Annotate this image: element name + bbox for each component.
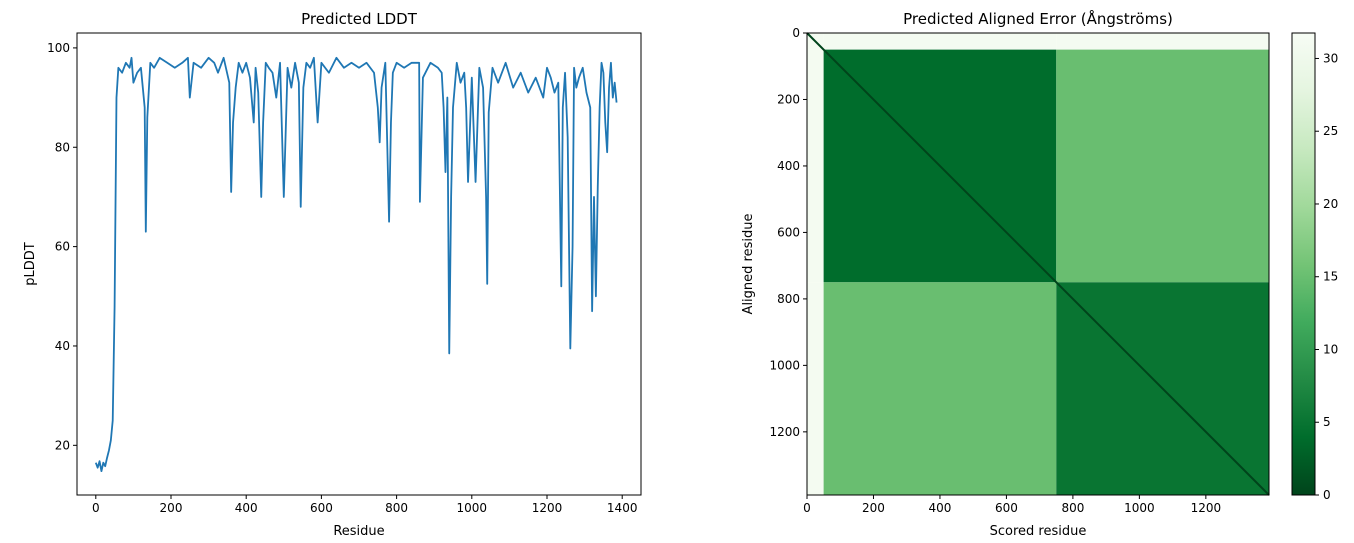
pae-block <box>807 282 824 495</box>
pae-y-tick-label: 200 <box>777 92 800 106</box>
pae-x-axis-label: Scored residue <box>990 524 1087 539</box>
plddt-x-axis-label: Residue <box>333 524 384 539</box>
plddt-y-tick-label: 40 <box>55 339 70 353</box>
pae-chart: Predicted Aligned Error (Ångströms) 0 200… <box>741 9 1338 539</box>
pae-x-ticks: 0 200 400 600 800 1000 1200 <box>803 495 1221 515</box>
plddt-x-ticks: 0 200 400 600 800 1000 1200 1400 <box>92 495 637 515</box>
pae-colorbar-tick-label: 0 <box>1323 488 1331 502</box>
plddt-chart-title: Predicted LDDT <box>301 10 418 28</box>
plddt-series-group <box>94 56 618 473</box>
plddt-y-tick-label: 60 <box>55 240 70 254</box>
pae-colorbar-tick-label: 30 <box>1323 51 1338 65</box>
pae-x-tick-label: 600 <box>995 501 1018 515</box>
pae-x-tick-label: 400 <box>928 501 951 515</box>
pae-chart-title: Predicted Aligned Error (Ångströms) <box>903 9 1173 28</box>
pae-block <box>1056 33 1269 50</box>
pae-y-tick-label: 800 <box>777 292 800 306</box>
pae-x-tick-label: 1200 <box>1191 501 1222 515</box>
plddt-x-tick-label: 1200 <box>532 501 563 515</box>
pae-x-tick-label: 1000 <box>1124 501 1155 515</box>
pae-y-tick-label: 600 <box>777 225 800 239</box>
pae-heatmap <box>806 32 1270 496</box>
pae-colorbar-ticks: 0 5 10 15 20 25 30 <box>1315 51 1338 502</box>
pae-colorbar-tick-label: 25 <box>1323 124 1338 138</box>
pae-colorbar-tick-label: 20 <box>1323 197 1338 211</box>
pae-x-tick-label: 800 <box>1061 501 1084 515</box>
pae-colorbar-tick-label: 5 <box>1323 415 1331 429</box>
pae-y-tick-label: 1000 <box>769 358 800 372</box>
pae-y-tick-label: 400 <box>777 159 800 173</box>
pae-colorbar <box>1291 32 1316 496</box>
pae-y-tick-label: 1200 <box>769 425 800 439</box>
plddt-x-tick-label: 0 <box>92 501 100 515</box>
pae-diagonal <box>806 32 1270 496</box>
plddt-chart: Predicted LDDT 0 200 400 600 800 1000 1200 1400… <box>23 10 642 539</box>
pae-block <box>823 33 1057 50</box>
pae-x-tick-label: 200 <box>862 501 885 515</box>
pae-y-tick-label: 0 <box>792 26 800 40</box>
plddt-x-tick-label: 600 <box>310 501 333 515</box>
plddt-x-tick-label: 200 <box>160 501 183 515</box>
pae-block <box>1056 49 1269 283</box>
pae-y-axis-label: Aligned residue <box>741 214 756 315</box>
plddt-series-line <box>94 56 618 473</box>
pae-colorbar-tick-label: 10 <box>1323 342 1338 356</box>
pae-x-tick-label: 0 <box>803 501 811 515</box>
pae-block <box>823 282 1057 495</box>
plddt-y-axis-label: pLDDT <box>23 242 38 286</box>
plddt-plot-frame <box>76 32 642 496</box>
plddt-y-ticks: 20 40 60 80 100 <box>47 41 77 452</box>
plddt-x-tick-label: 800 <box>385 501 408 515</box>
pae-block <box>807 49 824 283</box>
pae-plot-frame <box>806 32 1270 496</box>
pae-y-ticks: 0 200 400 600 800 1000 1200 <box>769 26 807 439</box>
plddt-x-tick-label: 1000 <box>457 501 488 515</box>
plddt-y-tick-label: 20 <box>55 438 70 452</box>
pae-colorbar-tick-label: 15 <box>1323 270 1338 284</box>
plddt-x-tick-label: 400 <box>235 501 258 515</box>
plddt-y-tick-label: 80 <box>55 140 70 154</box>
plddt-y-tick-label: 100 <box>47 41 70 55</box>
plddt-x-tick-label: 1400 <box>607 501 638 515</box>
